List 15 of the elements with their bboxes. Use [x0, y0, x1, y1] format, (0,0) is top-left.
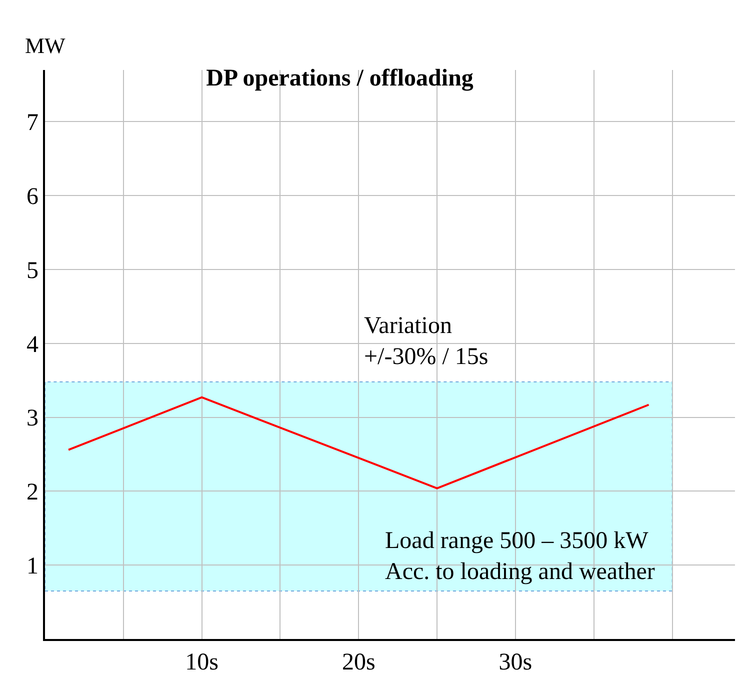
y-tick-label: 4: [26, 332, 38, 358]
y-tick-label: 2: [26, 480, 38, 506]
band-label: Load range 500 – 3500 kW Acc. to loading and weather: [385, 528, 655, 586]
x-tick-label: 30s: [498, 650, 532, 676]
line-series: [68, 396, 650, 490]
y-tick-label: 6: [26, 184, 38, 210]
x-tick-label: 20s: [342, 650, 376, 676]
y-tick-label: 7: [26, 110, 38, 136]
y-axis-title: MW: [25, 33, 66, 58]
y-tick-label: 1: [26, 554, 38, 580]
x-tick-label: 10s: [185, 650, 218, 676]
chart-title: DP operations / offloading: [206, 66, 474, 92]
annotation: Variation +/-30% / 15s: [364, 313, 488, 370]
y-tick-label: 3: [26, 406, 38, 432]
y-tick-label: 5: [26, 258, 38, 284]
